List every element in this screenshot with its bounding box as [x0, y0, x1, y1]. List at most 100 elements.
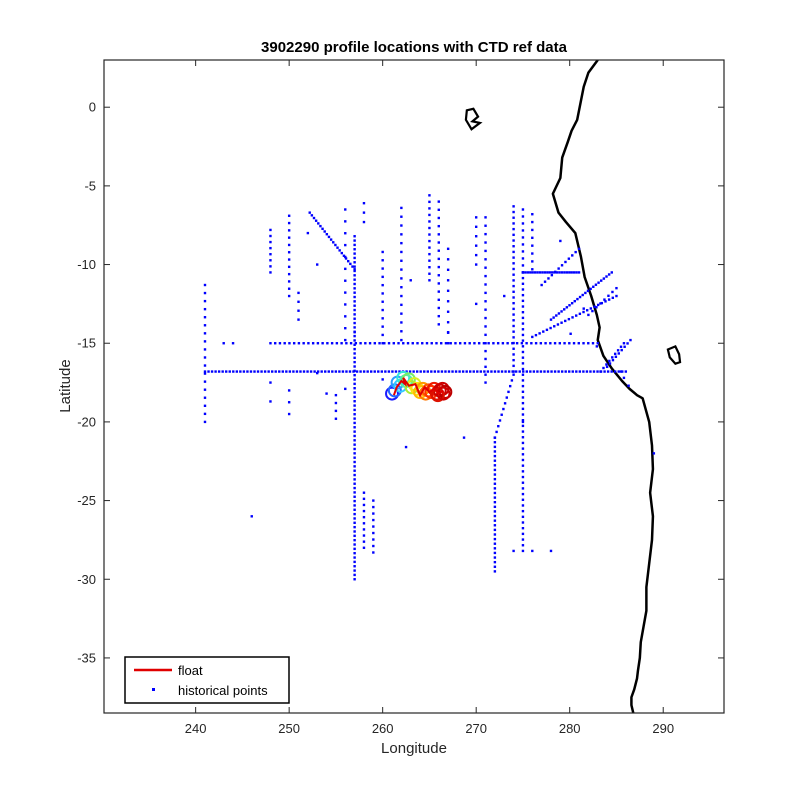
coastline	[551, 60, 655, 713]
historical-point	[521, 367, 525, 371]
historical-point	[474, 225, 478, 228]
historical-point	[493, 519, 497, 522]
historical-point	[314, 219, 318, 222]
historical-point	[435, 342, 438, 345]
historical-point	[207, 370, 210, 373]
historical-point	[493, 436, 497, 439]
historical-point	[610, 370, 613, 373]
historical-point	[344, 315, 347, 318]
historical-point	[521, 257, 525, 260]
historical-point	[521, 420, 525, 424]
historical-point	[530, 342, 533, 345]
historical-point	[577, 342, 580, 345]
historical-point	[582, 370, 585, 373]
historical-point	[316, 371, 319, 375]
historical-point	[532, 370, 536, 373]
historical-point	[353, 356, 356, 360]
historical-point	[353, 486, 356, 490]
historical-point	[524, 271, 527, 274]
historical-point	[616, 349, 620, 352]
historical-point	[549, 326, 552, 330]
y-axis-label: Latitude	[57, 359, 74, 412]
historical-point	[512, 262, 515, 265]
historical-point	[476, 370, 479, 373]
historical-point	[585, 370, 589, 373]
historical-point	[521, 441, 525, 445]
historical-point	[484, 266, 487, 269]
historical-point	[557, 267, 560, 270]
historical-point	[521, 208, 525, 211]
historical-point	[521, 447, 525, 450]
historical-point	[372, 531, 375, 535]
historical-point	[572, 342, 576, 345]
historical-point	[493, 450, 497, 453]
historical-point	[334, 409, 338, 413]
float-track-line	[392, 377, 445, 398]
historical-point	[546, 271, 549, 274]
historical-point	[493, 551, 497, 555]
historical-point	[323, 230, 326, 233]
historical-point	[531, 335, 534, 339]
historical-point	[512, 279, 515, 282]
historical-point	[405, 370, 408, 373]
historical-point	[430, 370, 433, 373]
historical-point	[353, 499, 356, 503]
historical-point	[512, 549, 515, 553]
historical-point	[428, 259, 431, 262]
historical-point	[554, 270, 557, 274]
historical-point	[287, 280, 291, 283]
historical-point	[353, 321, 356, 325]
historical-point	[437, 265, 440, 269]
historical-point	[353, 525, 356, 529]
historical-point	[269, 265, 272, 268]
historical-point	[482, 342, 486, 345]
historical-point	[575, 370, 578, 373]
historical-point	[493, 445, 497, 449]
historical-point	[521, 250, 525, 253]
historical-point	[570, 271, 573, 274]
historical-point	[521, 487, 525, 490]
historical-point	[292, 370, 295, 373]
historical-point	[400, 312, 403, 315]
historical-point	[508, 384, 512, 388]
historical-point	[504, 370, 507, 373]
historical-point	[332, 241, 335, 244]
historical-point	[597, 281, 600, 284]
historical-point	[607, 273, 611, 276]
historical-point	[203, 299, 207, 303]
historical-point	[589, 370, 592, 373]
historical-point	[444, 370, 447, 373]
historical-point	[428, 200, 431, 204]
historical-point	[474, 302, 478, 306]
historical-point	[569, 332, 572, 335]
historical-point	[447, 370, 451, 373]
historical-point	[521, 229, 525, 232]
historical-point	[362, 522, 366, 525]
historical-point	[325, 233, 329, 236]
historical-point	[521, 407, 525, 411]
historical-point	[267, 370, 270, 373]
historical-point	[577, 247, 581, 251]
historical-point	[353, 443, 356, 446]
historical-point	[362, 528, 366, 531]
historical-point	[353, 547, 356, 551]
historical-point	[493, 487, 497, 490]
historical-point	[493, 477, 497, 481]
historical-point	[203, 348, 207, 351]
historical-point	[595, 345, 599, 348]
historical-point	[512, 324, 515, 328]
historical-point	[541, 271, 544, 274]
historical-point	[353, 460, 356, 464]
historical-point	[512, 319, 515, 322]
historical-point	[586, 289, 590, 293]
axes-box	[103, 59, 725, 714]
historical-point	[362, 540, 366, 543]
historical-point	[412, 370, 415, 373]
historical-point	[493, 537, 497, 541]
historical-point	[547, 277, 550, 280]
historical-point	[353, 543, 356, 546]
historical-point	[353, 268, 356, 271]
historical-point	[510, 379, 514, 382]
historical-point	[344, 208, 347, 211]
